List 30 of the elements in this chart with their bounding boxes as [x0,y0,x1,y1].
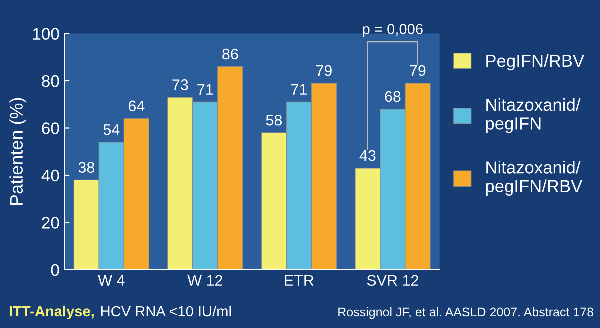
data-label: 71 [291,84,307,95]
legend-label: Nitazoxanid/ pegIFN [486,98,581,134]
legend-label: Nitazoxanid/ pegIFN/RBV [486,161,583,196]
x-tick-label: ETR [285,275,314,286]
y-tick-label: 60 [42,122,60,134]
data-label: 71 [198,84,214,95]
y-tick-label: 0 [51,264,60,276]
annotation: p = 0,006 [363,24,423,38]
data-label: 79 [316,65,332,76]
data-label: 58 [266,114,282,126]
text: ITT-Analyse, [10,306,94,320]
x-tick-label: W 12 [188,275,222,286]
x-tick-label: W 4 [98,275,125,286]
y-axis-title: Patienten (%) [10,98,27,206]
x-tick-label: SVR 12 [367,275,418,286]
y-tick-label: 20 [42,217,60,229]
text: HCV RNA <10 IU/ml [101,306,232,317]
data-label: 64 [128,100,145,112]
text: Rossignol JF, et al. AASLD 2007. Abstract 178 [338,307,594,320]
data-label: 38 [78,162,95,174]
data-label: 79 [410,65,426,76]
data-label: 68 [385,91,401,102]
y-tick-label: 80 [42,75,60,88]
data-label: 43 [360,150,376,162]
y-tick-label: 100 [33,28,60,40]
data-label: 54 [104,124,120,136]
data-label: 73 [172,80,188,90]
y-tick-label: 40 [42,170,60,182]
data-label: 86 [222,48,238,60]
legend-label: PegIFN/RBV [486,54,584,71]
